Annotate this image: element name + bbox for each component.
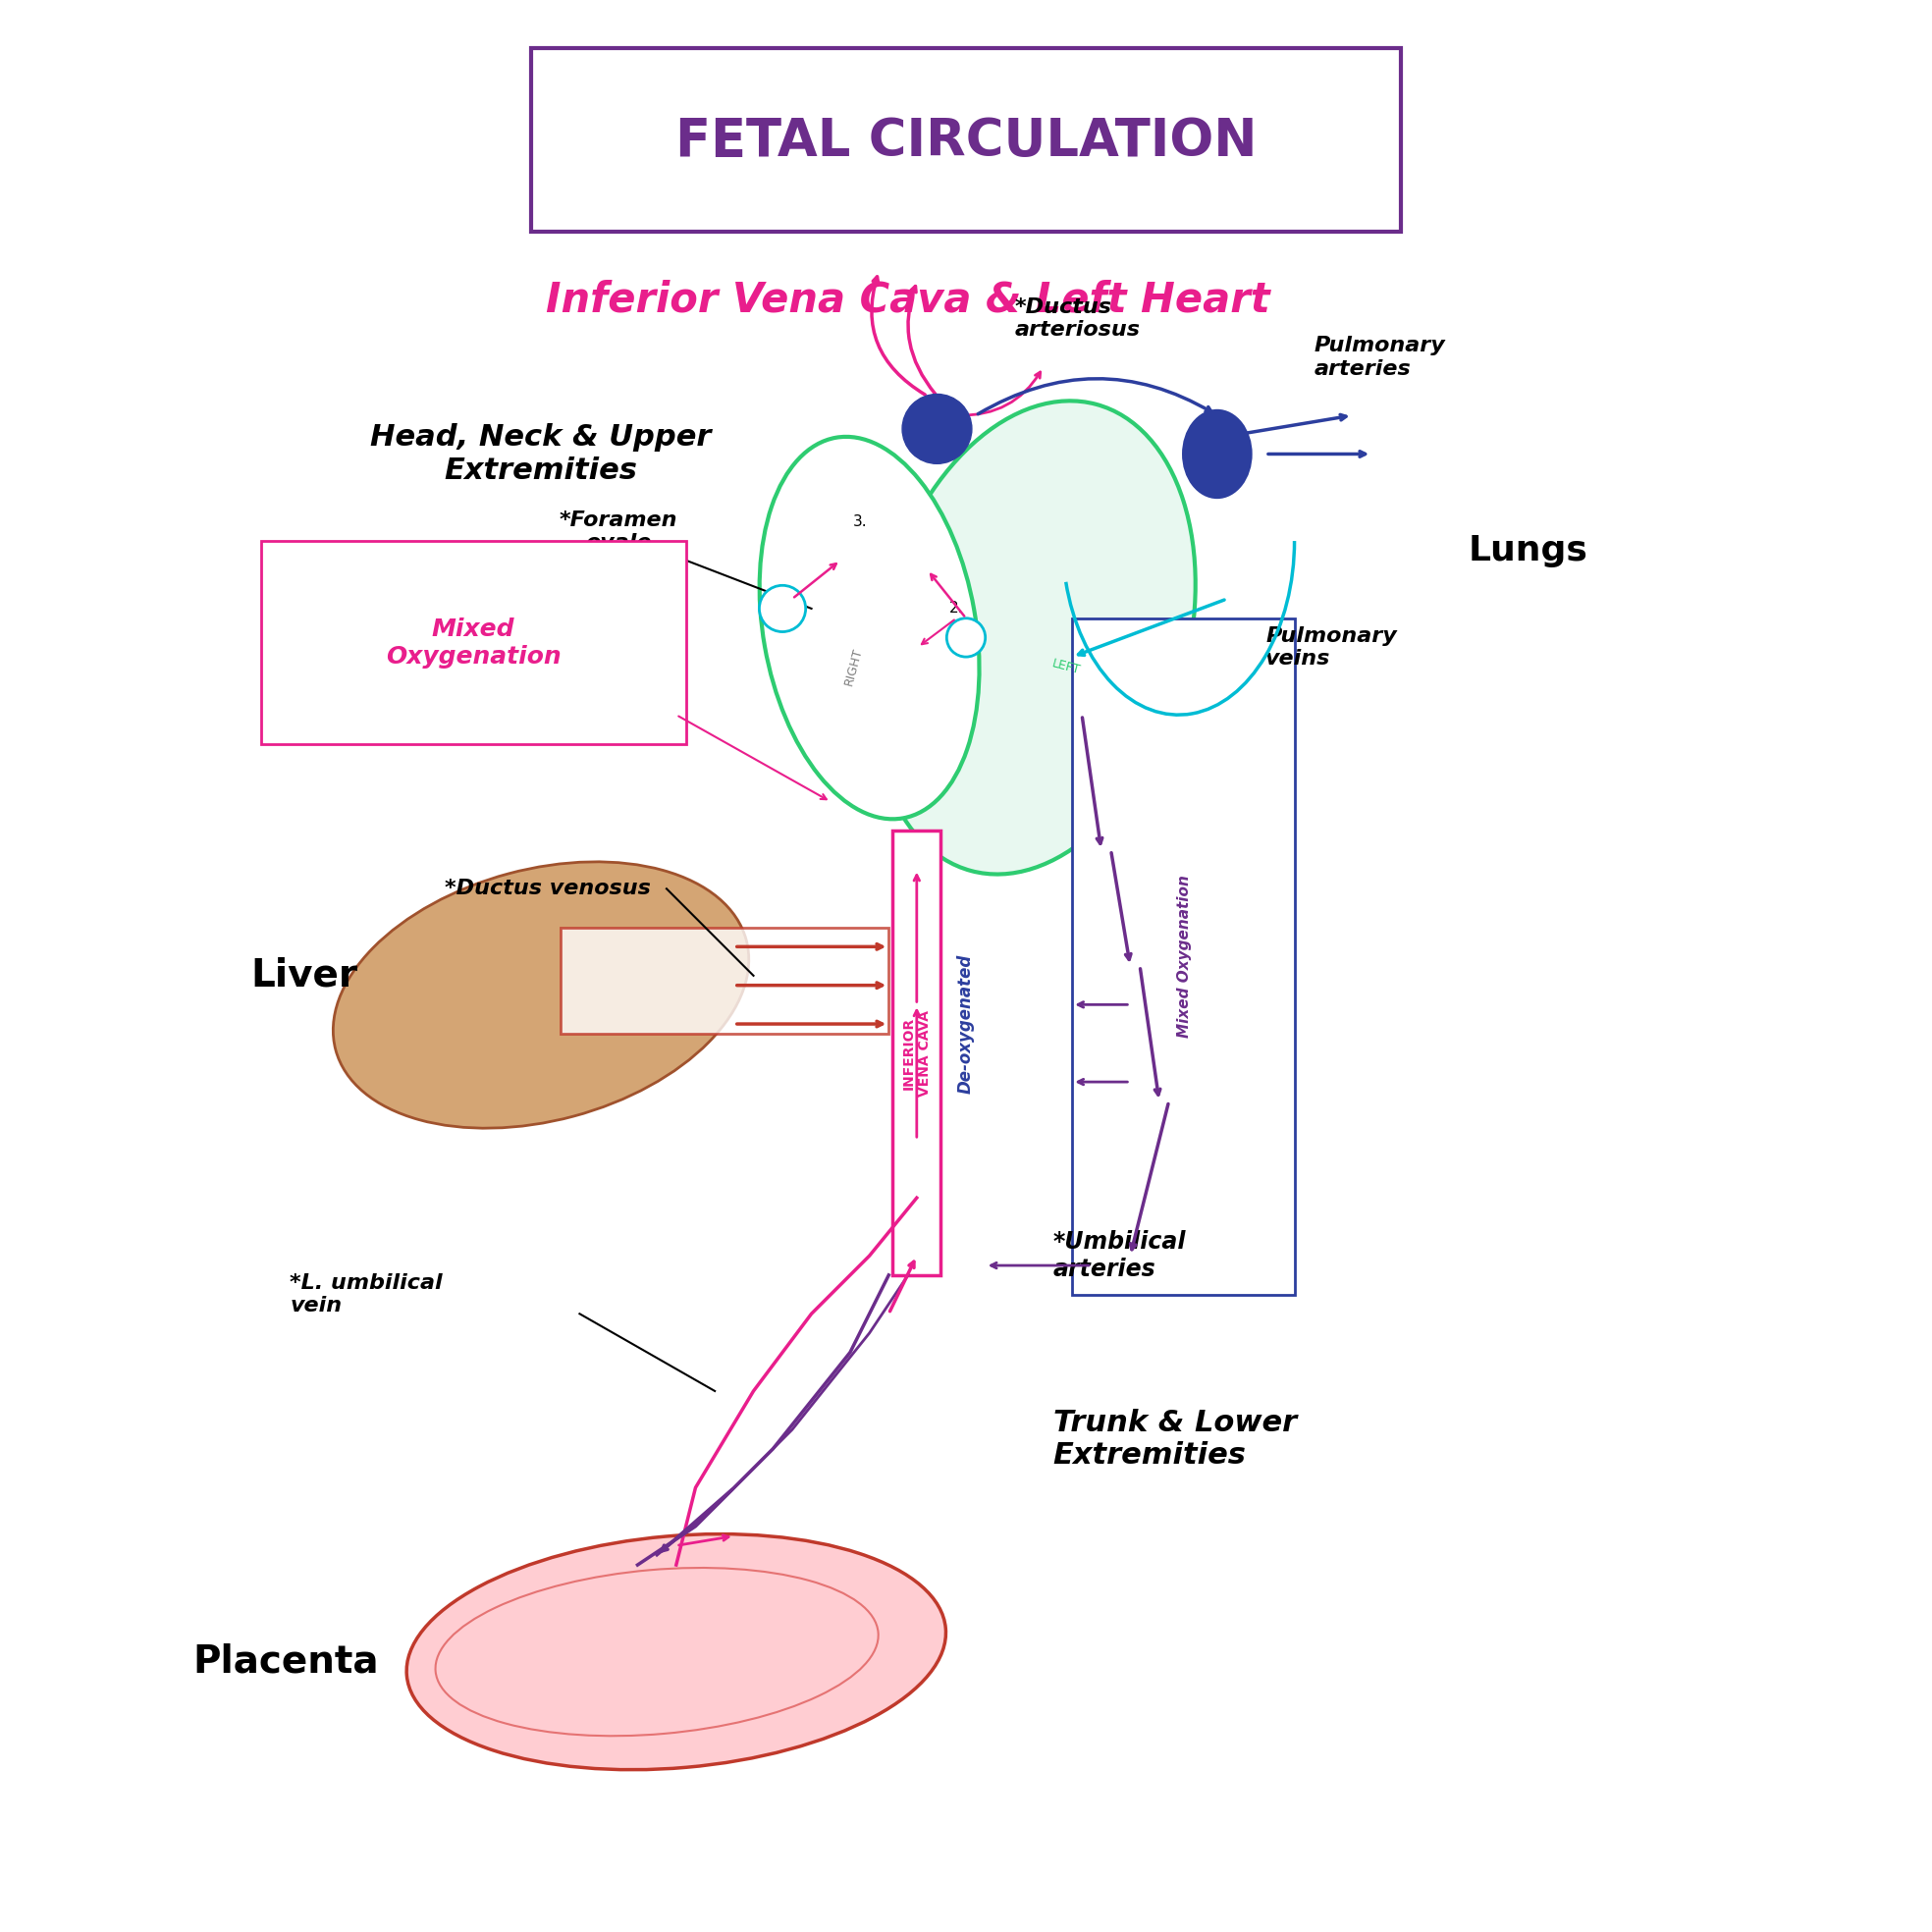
Circle shape: [759, 585, 806, 632]
FancyBboxPatch shape: [1072, 618, 1294, 1294]
Circle shape: [902, 394, 972, 464]
Ellipse shape: [871, 400, 1196, 875]
Text: 2.: 2.: [949, 601, 964, 616]
Ellipse shape: [1184, 410, 1252, 497]
Text: *Foramen
ovale: *Foramen ovale: [558, 510, 678, 553]
Text: Liver: Liver: [251, 956, 357, 995]
FancyBboxPatch shape: [261, 541, 686, 744]
Text: INFERIOR
VENA CAVA: INFERIOR VENA CAVA: [902, 1010, 931, 1095]
Text: Placenta: Placenta: [193, 1642, 379, 1681]
Text: 1.: 1.: [775, 601, 790, 616]
Text: *Ductus venosus: *Ductus venosus: [444, 879, 651, 898]
Text: Trunk & Lower
Extremities: Trunk & Lower Extremities: [1053, 1408, 1296, 1470]
Text: RIGHT: RIGHT: [842, 647, 866, 686]
Text: Inferior Vena Cava & Left Heart: Inferior Vena Cava & Left Heart: [547, 278, 1269, 321]
Ellipse shape: [759, 437, 980, 819]
Text: Lungs: Lungs: [1468, 533, 1588, 568]
Circle shape: [947, 618, 985, 657]
Ellipse shape: [406, 1534, 947, 1770]
Ellipse shape: [435, 1567, 879, 1737]
Text: *Ductus
arteriosus: *Ductus arteriosus: [1014, 298, 1140, 340]
Text: De-oxygenated: De-oxygenated: [956, 954, 976, 1094]
FancyBboxPatch shape: [560, 927, 889, 1034]
Text: FETAL CIRCULATION: FETAL CIRCULATION: [674, 116, 1258, 166]
Text: Pulmonary
arteries: Pulmonary arteries: [1314, 336, 1445, 379]
FancyBboxPatch shape: [893, 831, 941, 1275]
Text: 4.: 4.: [929, 427, 945, 442]
Text: *Umbilical
arteries: *Umbilical arteries: [1053, 1231, 1186, 1281]
Text: Mixed
Oxygenation: Mixed Oxygenation: [386, 618, 560, 668]
Text: Head, Neck & Upper
Extremities: Head, Neck & Upper Extremities: [371, 423, 711, 485]
Text: 3.: 3.: [852, 514, 867, 529]
Ellipse shape: [332, 862, 750, 1128]
Text: *L. umbilical
vein: *L. umbilical vein: [290, 1273, 442, 1316]
Text: Pulmonary
veins: Pulmonary veins: [1265, 626, 1397, 668]
FancyBboxPatch shape: [531, 48, 1401, 232]
Text: LEFT: LEFT: [1051, 657, 1082, 676]
Text: Mixed Oxygenation: Mixed Oxygenation: [1177, 875, 1192, 1037]
